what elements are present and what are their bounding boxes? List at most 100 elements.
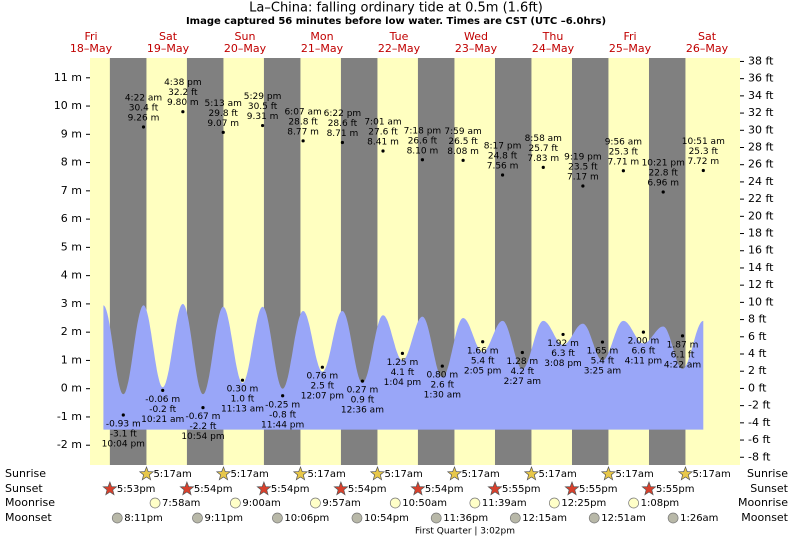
tide-label: 30.4 ft: [129, 103, 159, 113]
moonset-time: 10:06pm: [284, 513, 329, 524]
tide-point: [581, 184, 585, 188]
moon-icon: [667, 512, 679, 524]
y-tick-label: 9 m: [61, 127, 82, 140]
y2-tick-label: 38 ft: [748, 54, 774, 67]
moonrise-time: 9:00am: [242, 498, 280, 509]
moon-icon: [272, 512, 283, 524]
tide-label: 7.72 m: [687, 157, 719, 167]
sunset-time: 5:53pm: [117, 484, 156, 495]
tide-point: [141, 125, 146, 129]
tide-label: 6.6 ft: [632, 347, 656, 357]
sun-icon: [410, 481, 426, 496]
tide-label: 3:25 am: [584, 367, 621, 377]
tide-point: [161, 388, 165, 392]
tide-label: 0.30 m: [227, 385, 259, 395]
day-name: Tue: [389, 30, 409, 43]
tide-point: [121, 413, 125, 417]
moonset-time: 1:26am: [680, 513, 718, 524]
tide-label: 2.5 ft: [311, 382, 335, 392]
tide-label: 7:01 am: [364, 117, 401, 127]
tide-label: 7.83 m: [527, 154, 559, 164]
sun-icon: [215, 466, 232, 481]
tide-label: -0.06 m: [145, 395, 180, 405]
y2-tick-label: 12 ft: [748, 278, 774, 291]
tide-label: 23.5 ft: [568, 163, 598, 173]
y-tick-label: 6 m: [61, 212, 82, 225]
y2-tick-label: 36 ft: [748, 72, 774, 85]
y-tick-label: 3 m: [61, 297, 82, 310]
tide-label: 10:54 pm: [181, 432, 224, 442]
tide-point: [301, 139, 305, 143]
sunset-time: 5:54pm: [425, 484, 464, 495]
moonrise-time: 11:39am: [482, 498, 527, 509]
tide-label: 30.5 ft: [248, 102, 278, 112]
y2-tick-label: -4 ft: [748, 416, 771, 429]
sun-icon: [564, 481, 580, 496]
chart-title: La–China: falling ordinary tide at 0.5m …: [249, 1, 543, 16]
y2-tick-label: -6 ft: [748, 433, 771, 446]
moon-icon: [310, 497, 321, 509]
moon-icon: [351, 512, 363, 524]
tide-label: 4.1 ft: [391, 368, 415, 378]
tide-label: -0.2 ft: [149, 405, 176, 415]
tide-label: 28.8 ft: [288, 117, 318, 127]
tide-label: 0.76 m: [307, 372, 339, 382]
tide-point: [240, 378, 245, 382]
moonrise-time: 12:25pm: [561, 498, 606, 509]
moonset-time: 8:11pm: [124, 513, 163, 524]
tide-label: 8:58 am: [525, 134, 562, 144]
tide-label: 1.87 m: [667, 340, 699, 350]
day-name: Fri: [84, 30, 97, 43]
tide-point: [481, 340, 485, 344]
moon-icon: [548, 497, 560, 509]
tide-label: 7.17 m: [567, 173, 599, 183]
y2-tick-label: 14 ft: [748, 261, 774, 274]
tide-label: 12:36 am: [341, 406, 384, 416]
tide-label: 2.00 m: [628, 337, 660, 347]
day-date: 20–May: [224, 42, 267, 55]
tide-label: 1.28 m: [507, 357, 539, 367]
tide-label: 1.92 m: [547, 339, 579, 349]
moon-icon: [469, 497, 481, 509]
row-label: Sunrise: [5, 467, 46, 480]
tide-label: 5.4 ft: [591, 357, 615, 367]
moon-phase: First Quarter | 3:02pm: [415, 527, 515, 537]
y-tick-label: 4 m: [61, 269, 82, 282]
y2-tick-label: 2 ft: [748, 364, 767, 377]
tide-label: 5:29 pm: [244, 92, 282, 102]
y-tick-label: 11 m: [54, 71, 82, 84]
tide-point: [500, 173, 505, 177]
tide-point: [360, 379, 365, 383]
moon-icon: [149, 497, 161, 509]
tide-label: 22.8 ft: [648, 168, 678, 178]
tide-point: [201, 406, 205, 410]
y-tick-label: 1 m: [61, 353, 82, 366]
sunrise-time: 5:17am: [461, 469, 499, 480]
tide-label: 2.6 ft: [430, 381, 454, 391]
y-tick-label: 7 m: [61, 184, 82, 197]
sunrise-time: 5:17am: [692, 469, 730, 480]
sunset-time: 5:54pm: [194, 484, 233, 495]
y2-tick-label: 30 ft: [748, 123, 774, 136]
row-label: Sunset: [5, 482, 43, 495]
sunrise-time: 5:17am: [230, 469, 268, 480]
tide-point: [621, 169, 625, 173]
plot: [103, 58, 704, 465]
tide-label: 1.66 m: [467, 346, 499, 356]
tide-label: 8.77 m: [287, 127, 319, 137]
day-date: 24–May: [532, 42, 575, 55]
tide-label: 2:27 am: [504, 377, 541, 387]
sunrise-time: 5:17am: [384, 469, 422, 480]
moon-icon: [430, 512, 442, 524]
tide-point: [561, 332, 565, 337]
sun-icon: [446, 466, 463, 481]
tide-point: [260, 123, 265, 128]
day-date: 26–May: [686, 42, 729, 55]
tide-label: 7:18 pm: [404, 126, 442, 136]
tide-point: [680, 334, 685, 338]
tide-point: [461, 158, 465, 162]
tide-label: 5.4 ft: [471, 356, 495, 366]
tide-point: [701, 168, 705, 173]
moonrise-time: 1:08pm: [641, 498, 680, 509]
tide-label: 8.08 m: [447, 147, 479, 157]
